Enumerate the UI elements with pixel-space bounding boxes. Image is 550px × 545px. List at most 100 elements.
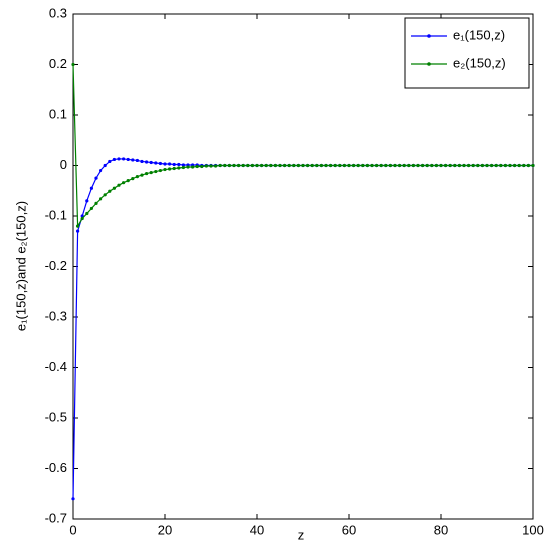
data-point (94, 201, 98, 205)
data-point (490, 163, 494, 168)
data-point (388, 163, 392, 168)
data-point (402, 163, 406, 168)
data-point (135, 158, 139, 163)
y-tick-label: 0.3 (49, 5, 67, 20)
data-point (85, 199, 89, 203)
legend-marker (427, 34, 431, 38)
data-point (480, 163, 484, 168)
data-point (223, 163, 227, 168)
data-point (168, 167, 172, 171)
data-point (172, 166, 176, 171)
data-point (246, 163, 250, 168)
data-point (108, 189, 112, 193)
legend: e₁(150,z) e₂(150,z) (404, 17, 530, 89)
data-point (80, 216, 84, 221)
data-point (421, 163, 425, 168)
data-point (448, 163, 452, 168)
data-point (329, 163, 333, 168)
y-tick-label: -0.6 (45, 460, 67, 475)
data-point (296, 163, 300, 168)
data-point (250, 163, 254, 168)
data-point (338, 163, 342, 168)
data-point (172, 162, 176, 167)
data-point (310, 163, 314, 168)
data-point (416, 163, 420, 168)
data-point (375, 163, 379, 168)
data-point (430, 163, 434, 168)
data-point (499, 163, 503, 168)
data-point (315, 163, 319, 168)
data-point (76, 229, 80, 233)
data-point (457, 163, 461, 168)
x-axis-label: z (298, 527, 305, 542)
data-point (522, 163, 526, 168)
data-point (227, 163, 231, 168)
x-tick-label: 60 (342, 522, 356, 537)
data-point (287, 163, 291, 168)
data-point (264, 163, 268, 168)
y-tick-label: -0.3 (45, 308, 67, 323)
y-tick-label: -0.7 (45, 510, 67, 525)
plot-area (72, 13, 534, 520)
data-point (503, 163, 507, 168)
data-point (241, 163, 245, 168)
data-point (306, 163, 310, 168)
y-tick-label: -0.5 (45, 409, 67, 424)
data-point (365, 163, 369, 168)
data-point (467, 163, 471, 168)
data-point (352, 163, 356, 168)
data-point (361, 163, 365, 168)
data-point (145, 171, 149, 176)
data-point (89, 206, 93, 211)
x-tick-label: 20 (158, 522, 172, 537)
data-point (384, 163, 388, 168)
data-point (494, 163, 498, 168)
y-axis-label: e₁(150,z)and e₂(150,z) (13, 201, 28, 331)
y-tick-label: 0.1 (49, 106, 67, 121)
data-point (209, 164, 213, 168)
data-point (278, 163, 282, 168)
data-point (191, 165, 195, 169)
data-point (273, 163, 277, 168)
data-point (103, 193, 107, 197)
data-point (186, 165, 190, 169)
data-point (269, 163, 273, 168)
data-point (195, 164, 199, 169)
data-point (444, 163, 448, 168)
data-point (411, 163, 415, 168)
data-point (508, 163, 512, 168)
data-point (126, 179, 130, 183)
legend-label: e₂(150,z) (453, 55, 506, 70)
y-tick-label: -0.1 (45, 207, 67, 222)
x-tick-label: 100 (522, 522, 544, 537)
data-point (342, 163, 346, 168)
data-point (347, 163, 351, 168)
data-point (200, 164, 204, 169)
data-point (434, 163, 438, 168)
data-point (214, 164, 218, 168)
data-point (112, 157, 116, 162)
x-tick-label: 40 (250, 522, 264, 537)
data-point (154, 161, 158, 165)
data-point (526, 163, 531, 168)
data-point (126, 157, 130, 162)
legend-marker (427, 62, 431, 66)
data-point (158, 161, 162, 166)
data-point (398, 163, 402, 168)
y-tick-label: 0.2 (49, 56, 67, 71)
data-point (163, 167, 167, 172)
data-point (283, 163, 287, 168)
data-point (379, 163, 383, 168)
data-point (324, 163, 328, 168)
data-point (140, 173, 144, 177)
data-point (117, 157, 121, 161)
data-point (517, 163, 521, 168)
data-point (356, 163, 360, 168)
data-point (131, 177, 135, 181)
data-point (260, 163, 264, 168)
data-point (204, 164, 208, 168)
x-tick-label: 0 (69, 522, 76, 537)
data-point (94, 176, 98, 180)
data-point (513, 163, 517, 168)
y-tick-label: -0.2 (45, 258, 67, 273)
